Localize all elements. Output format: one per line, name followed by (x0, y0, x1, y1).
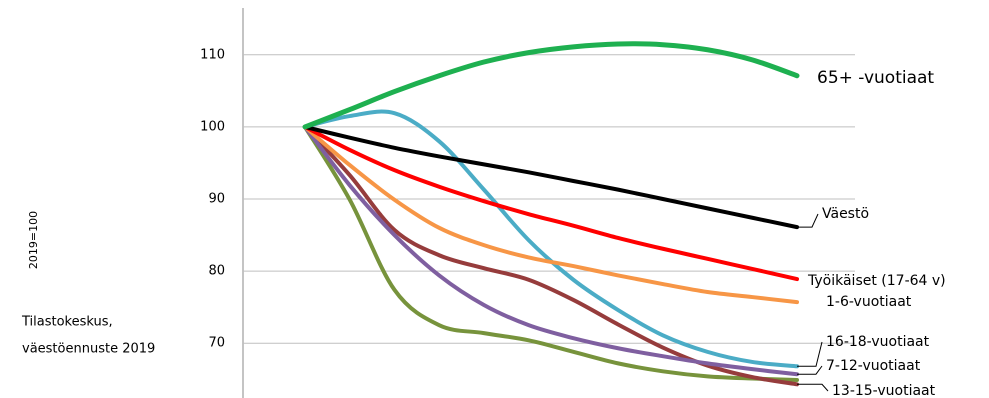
line (303, 124, 799, 305)
series-label: 65+ -vuotiaat (817, 68, 934, 88)
line (303, 124, 799, 382)
series-label: 1-6-vuotiaat (826, 294, 912, 310)
y-tick-label: 80 (208, 264, 225, 279)
series-label: 7-12-vuotiaat (826, 358, 921, 374)
note: väestöennuste 2019 (22, 342, 155, 357)
leader-line (797, 383, 829, 392)
series-label: Väestö (822, 206, 869, 222)
line (303, 109, 799, 369)
y-tick-label: 110 (200, 47, 225, 62)
line (303, 124, 799, 387)
series-label: Työikäiset (17-64 v) (807, 273, 946, 289)
note: Tilastokeskus, (21, 315, 113, 330)
line (303, 124, 799, 282)
line (303, 124, 799, 230)
leader-line (797, 341, 823, 367)
leader-line (797, 365, 823, 375)
y-tick-label: 90 (208, 192, 225, 207)
series-label: 13-15-vuotiaat (832, 383, 936, 398)
y-axis-label: 2019=100 (27, 211, 40, 269)
line (303, 124, 799, 377)
leader-line (797, 213, 819, 228)
y-tick-label: 100 (200, 119, 225, 134)
y-tick-label: 70 (208, 336, 225, 351)
series-label: 16-18-vuotiaat (826, 334, 930, 350)
line (302, 41, 800, 130)
